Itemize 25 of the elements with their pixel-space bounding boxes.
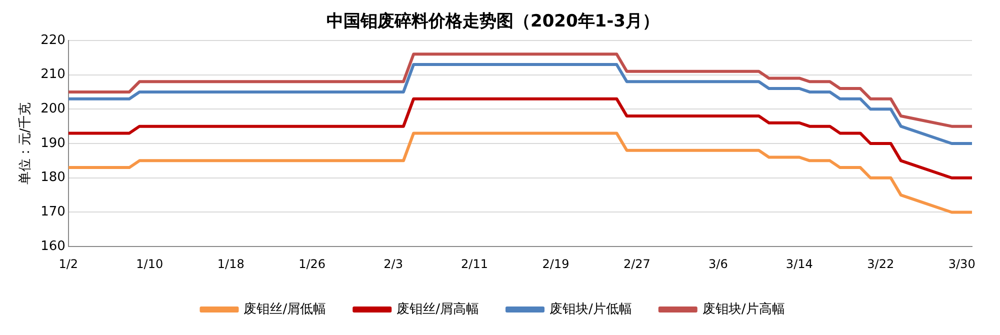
x-tick-label: 2/27	[623, 256, 650, 271]
x-tick-label: 3/30	[948, 256, 976, 271]
x-tick-label: 3/22	[867, 256, 894, 271]
x-tick-label: 1/26	[298, 256, 326, 271]
y-tick-label: 210	[40, 67, 66, 82]
legend-label: 废钼块/片低幅	[550, 302, 632, 317]
x-tick-label: 2/3	[384, 256, 403, 271]
x-tick-label: 1/10	[136, 256, 164, 271]
y-tick-label: 220	[40, 32, 66, 48]
y-axis-title: 单位：元/千克	[18, 102, 34, 185]
y-tick-label: 170	[40, 204, 66, 220]
x-tick-label: 3/14	[786, 256, 813, 271]
x-tick-label: 1/2	[58, 256, 78, 271]
chart-title: 中国钼废碎料价格走势图（2020年1-3月）	[326, 12, 660, 32]
x-tick-label: 2/11	[461, 256, 488, 271]
x-tick-label: 1/18	[217, 256, 244, 271]
y-tick-label: 160	[40, 238, 66, 254]
y-tick-label: 180	[40, 170, 66, 186]
legend-label: 废钼丝/屑低幅	[244, 302, 326, 317]
x-tick-label: 2/19	[542, 256, 570, 271]
x-tick-label: 3/6	[708, 256, 728, 271]
legend-label: 废钼块/片高幅	[702, 300, 785, 317]
y-tick-label: 190	[40, 136, 66, 151]
y-tick-label: 200	[40, 102, 66, 117]
legend-label: 废钼丝/屑高幅	[396, 300, 480, 317]
